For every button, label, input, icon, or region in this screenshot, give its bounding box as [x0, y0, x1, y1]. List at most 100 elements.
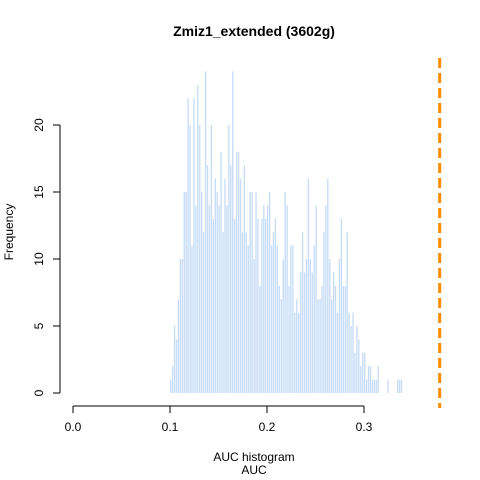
histogram-bar	[261, 218, 263, 393]
histogram-bar	[276, 245, 279, 393]
histogram-bar	[173, 326, 176, 393]
histogram-bar	[331, 299, 333, 393]
histogram-bar	[234, 218, 236, 393]
histogram-bar	[362, 352, 364, 393]
histogram-bar	[216, 192, 218, 393]
y-tick-label: 20	[32, 118, 46, 132]
histogram-bar	[201, 192, 203, 393]
histogram-bar	[235, 151, 238, 393]
histogram-bar	[189, 125, 191, 393]
histogram-bar	[267, 205, 269, 393]
histogram-bar	[251, 192, 253, 393]
histogram-bar	[356, 326, 358, 393]
histogram-bar	[226, 205, 228, 393]
histogram-bar	[346, 232, 348, 393]
histogram-bar	[265, 218, 267, 393]
histogram-bar	[321, 285, 323, 393]
histogram-bar	[191, 245, 193, 393]
chart-title: Zmiz1_extended (3602g)	[173, 23, 335, 39]
x-axis-label: AUC	[241, 463, 267, 477]
histogram-bar	[280, 299, 282, 393]
histogram-bar	[193, 98, 195, 393]
histogram-bar	[228, 125, 230, 393]
x-tick-label: 0.1	[162, 420, 179, 434]
histogram-bar	[303, 272, 306, 393]
histogram-bar	[204, 71, 207, 394]
x-tick-label: 0.2	[259, 420, 276, 434]
x-axis: 0.0 0.1 0.2 0.3	[65, 405, 373, 434]
y-tick-label: 15	[32, 185, 46, 199]
histogram-bar	[268, 192, 271, 393]
histogram-bar	[249, 192, 251, 393]
histogram-bar	[340, 218, 343, 393]
histogram-bar	[364, 352, 366, 393]
histogram-bar	[369, 366, 372, 393]
histogram-bar	[263, 205, 265, 393]
histogram-bar	[177, 299, 180, 393]
histogram-bar	[342, 285, 344, 393]
histogram-bar	[350, 326, 352, 393]
y-tick-label: 0	[32, 389, 46, 396]
histogram-bar	[183, 192, 185, 393]
histogram-bar	[387, 379, 389, 393]
y-tick-label: 5	[32, 322, 46, 329]
histogram-bar	[171, 366, 174, 393]
y-axis-label: Frequency	[2, 204, 16, 261]
histogram-bar	[232, 71, 234, 394]
histogram-bar	[270, 245, 273, 393]
histogram-bar	[255, 192, 257, 393]
histogram-bar	[230, 165, 232, 393]
histogram-bar	[241, 232, 244, 393]
histogram-bar	[365, 379, 368, 393]
histogram-bar	[179, 259, 182, 393]
histogram-bar	[222, 232, 224, 393]
histogram-bar	[286, 205, 288, 393]
histogram-bar	[274, 218, 277, 393]
histogram-bar	[247, 245, 249, 393]
histogram-bar	[237, 151, 240, 393]
histogram-bar	[332, 272, 335, 393]
histogram-bar	[202, 232, 205, 393]
histogram-bar	[208, 205, 211, 393]
histogram-bar	[367, 366, 370, 393]
histogram-bar	[301, 232, 304, 393]
histogram-bar	[325, 205, 327, 393]
histogram-bar	[239, 178, 242, 393]
histogram-bar	[220, 151, 222, 393]
histogram-bar	[377, 366, 379, 393]
histogram-bar	[317, 299, 319, 393]
histogram-bar	[373, 379, 376, 393]
histogram-bar	[170, 379, 172, 393]
histogram-bar	[259, 285, 261, 393]
histogram-bar	[284, 192, 286, 393]
histogram-bar	[224, 178, 226, 393]
histogram-bar	[210, 125, 213, 393]
x-tick-label: 0.3	[356, 420, 373, 434]
histogram-bar	[354, 352, 356, 393]
histogram-bar	[294, 312, 296, 393]
histogram-bar	[195, 205, 197, 393]
histogram-bar	[400, 379, 403, 393]
histogram-bar	[338, 259, 341, 393]
histogram-bar	[290, 245, 292, 393]
histogram-bar	[348, 312, 350, 393]
histogram-bar	[206, 165, 209, 393]
histogram-bar	[344, 285, 346, 393]
histogram-bar	[212, 218, 215, 393]
histogram-bar	[371, 379, 374, 393]
histogram-bar	[243, 165, 246, 393]
histogram-bar	[305, 259, 308, 393]
histogram-bar	[313, 245, 315, 393]
histogram-bar	[336, 312, 339, 393]
histogram-bar	[329, 259, 331, 393]
histogram-bar	[187, 98, 189, 393]
histogram-bar	[288, 285, 290, 393]
histogram-bar	[253, 259, 255, 393]
histogram-bar	[334, 285, 337, 393]
histogram-bar	[199, 125, 201, 393]
histogram-bar	[309, 259, 312, 393]
y-tick-label: 10	[32, 252, 46, 266]
histogram-bar	[197, 84, 199, 394]
histogram-bar	[257, 218, 259, 393]
